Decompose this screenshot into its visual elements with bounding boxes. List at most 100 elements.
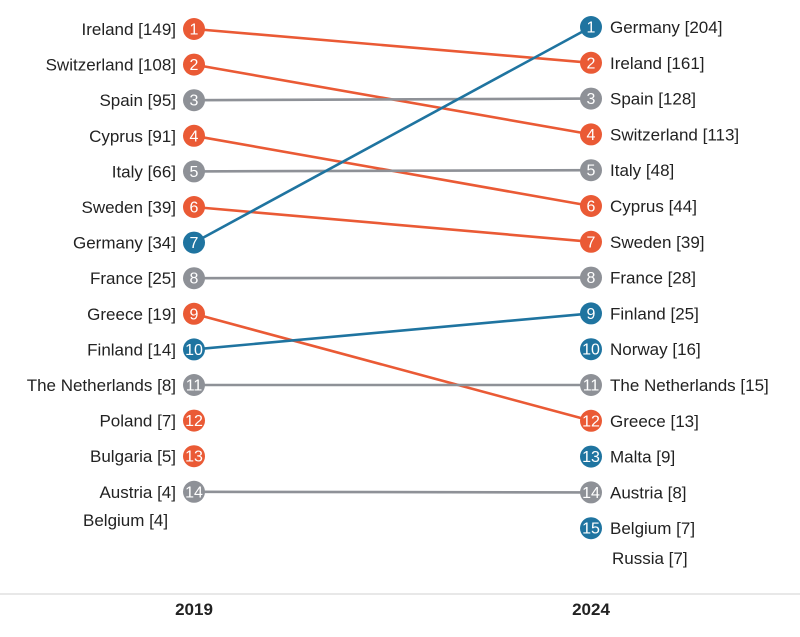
left-label-finland: Finland [14] [87,340,176,359]
right-column: 1 Germany [204] 2 Ireland [161] 3 Spain [128]… [580,16,769,568]
left-label-the-netherlands: The Netherlands [8] [27,376,176,395]
left-column: 1 Ireland [149] 2 Switzerland [108] 3 Spain [… [27,18,205,530]
left-rank-marker-france [183,267,205,290]
right-rank-number-belgium: 15 [582,521,600,538]
left-rank-number-finland: 10 [185,342,203,359]
right-rank-marker-ireland [580,51,602,74]
left-label-sweden: Sweden [39] [81,198,176,217]
left-rank-marker-spain [183,89,205,112]
left-rank-number-switzerland: 2 [190,57,199,74]
connector-germany [193,25,592,244]
right-rank-number-the-netherlands: 11 [583,378,600,395]
left-label-greece: Greece [19] [87,305,176,324]
right-label-the-netherlands: The Netherlands [15] [610,376,769,395]
left-rank-number-the-netherlands: 11 [186,378,203,395]
right-label-france: France [28] [610,269,696,288]
left-rank-number-bulgaria: 13 [185,449,203,466]
right-label-russia: Russia [7] [612,549,688,568]
left-rank-marker-poland [183,409,205,432]
left-label-switzerland: Switzerland [108] [46,56,176,75]
left-label-france: France [25] [90,269,176,288]
left-rank-number-ireland: 1 [190,22,199,39]
right-label-belgium: Belgium [7] [610,519,695,538]
connector-spain [193,97,592,102]
left-label-poland: Poland [7] [99,412,176,431]
left-rank-marker-finland [183,338,205,361]
right-rank-marker-germany [580,16,602,38]
right-rank-marker-belgium [580,517,602,540]
left-label-cyprus: Cyprus [91] [89,127,176,146]
right-rank-marker-norway [580,338,602,361]
right-label-cyprus: Cyprus [44] [610,197,697,216]
right-label-austria: Austria [8] [610,483,687,502]
left-label-austria: Austria [4] [99,483,176,502]
right-rank-number-sweden: 7 [587,234,596,251]
left-rank-marker-austria [183,480,205,503]
right-rank-number-finland: 9 [587,306,596,323]
left-rank-marker-bulgaria [183,445,205,468]
right-label-spain: Spain [128] [610,90,696,109]
connector-sweden [193,205,592,244]
connector-france [193,276,592,280]
left-rank-marker-greece [183,302,205,325]
right-rank-number-greece: 12 [582,413,600,430]
right-rank-number-cyprus: 6 [587,199,596,216]
right-rank-marker-cyprus [580,195,602,217]
left-rank-marker-sweden [183,196,205,218]
left-label-ireland: Ireland [149] [81,20,176,39]
right-rank-marker-switzerland [580,123,602,146]
left-label-belgium: Belgium [4] [83,511,168,530]
left-label-bulgaria: Bulgaria [5] [90,447,176,466]
right-label-malta: Malta [9] [610,448,675,467]
left-rank-number-sweden: 6 [190,200,199,217]
right-rank-marker-france [580,266,602,289]
left-rank-marker-cyprus [183,124,205,147]
right-label-norway: Norway [16] [610,340,701,359]
left-label-germany: Germany [34] [73,234,176,253]
left-rank-number-spain: 3 [190,93,199,110]
left-label-italy: Italy [66] [112,162,176,181]
connector-lines [193,25,592,494]
right-rank-number-switzerland: 4 [587,127,596,144]
connector-greece [193,312,592,423]
right-label-germany: Germany [204] [610,18,722,37]
left-rank-marker-the-netherlands [183,374,205,396]
right-label-ireland: Ireland [161] [610,54,705,73]
left-rank-marker-germany [183,231,205,254]
right-rank-number-germany: 1 [587,20,596,37]
right-rank-marker-austria [580,481,602,504]
connector-finland [193,312,592,351]
connector-italy [193,168,592,173]
right-label-greece: Greece [13] [610,412,699,431]
left-rank-number-germany: 7 [190,235,199,252]
left-rank-number-austria: 14 [185,484,203,501]
connector-ireland [193,27,592,65]
right-label-switzerland: Switzerland [113] [610,125,739,144]
left-rank-number-greece: 9 [190,306,199,323]
right-rank-marker-the-netherlands [580,374,602,396]
left-rank-number-cyprus: 4 [190,128,199,145]
right-rank-number-malta: 13 [582,449,600,466]
right-rank-marker-spain [580,87,602,110]
right-label-italy: Italy [48] [610,161,674,180]
left-rank-marker-ireland [183,18,205,40]
right-rank-number-france: 8 [587,270,596,287]
right-rank-number-spain: 3 [587,91,596,108]
left-rank-number-italy: 5 [190,164,199,181]
right-rank-marker-greece [580,409,602,432]
right-rank-number-austria: 14 [582,485,600,502]
right-rank-number-italy: 5 [587,163,596,180]
left-rank-marker-switzerland [183,53,205,76]
right-label-finland: Finland [25] [610,304,699,323]
right-rank-marker-italy [580,159,602,182]
right-rank-marker-sweden [580,230,602,253]
right-rank-number-norway: 10 [582,342,600,359]
right-rank-marker-malta [580,445,602,468]
left-year-label: 2019 [175,600,213,619]
left-rank-number-poland: 12 [185,413,203,430]
right-rank-number-ireland: 2 [587,55,596,72]
connector-austria [193,490,592,494]
right-rank-marker-finland [580,302,602,325]
